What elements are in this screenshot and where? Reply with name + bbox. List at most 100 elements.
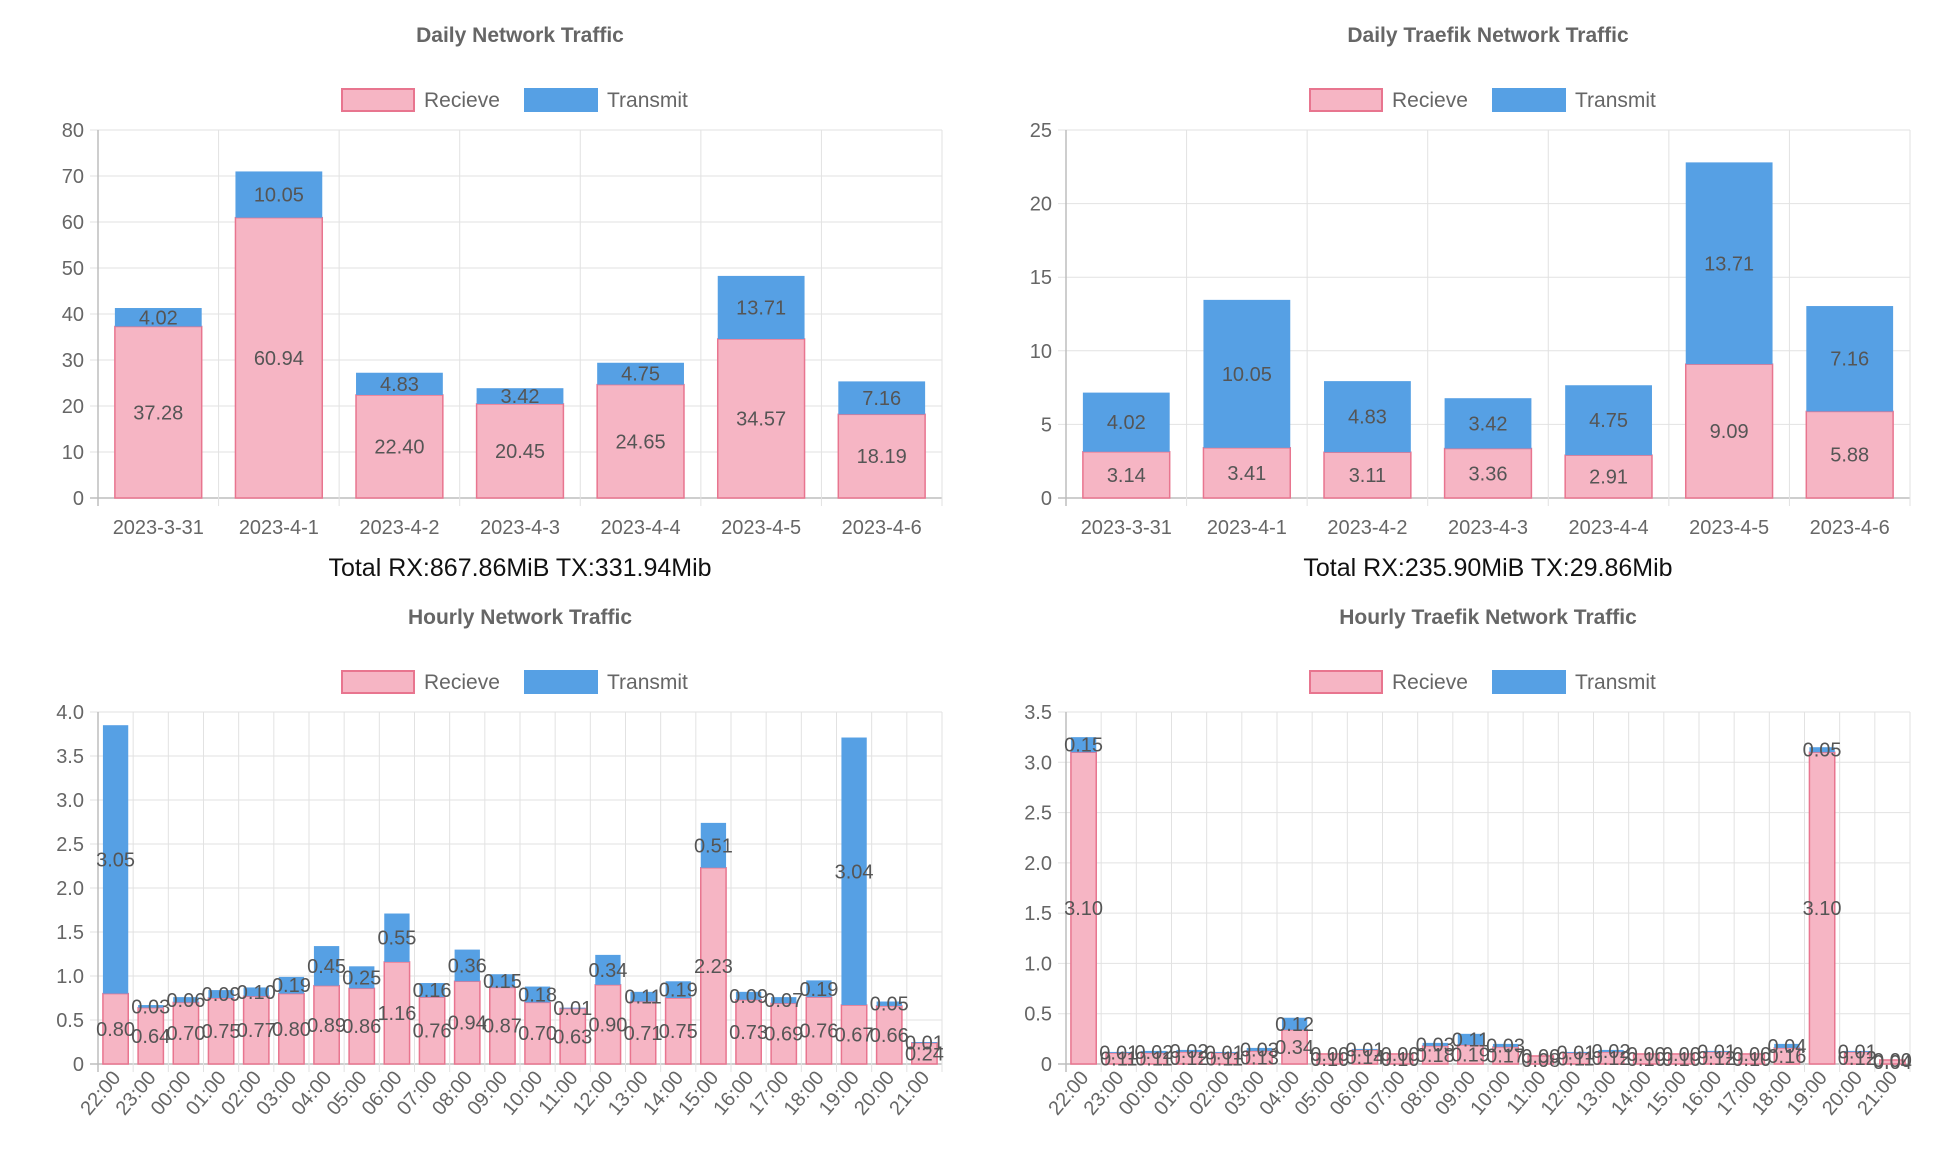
- bar-transmit[interactable]: [806, 980, 832, 998]
- bar-transmit[interactable]: [419, 983, 445, 998]
- bar-transmit[interactable]: [1444, 398, 1532, 449]
- bar-receive[interactable]: [664, 997, 692, 1065]
- bar-transmit[interactable]: [1598, 1049, 1624, 1052]
- bar-receive[interactable]: [735, 999, 762, 1065]
- bar-transmit[interactable]: [114, 308, 202, 327]
- bar-group[interactable]: 0.100.00: [1381, 1044, 1420, 1071]
- bar-group[interactable]: 20.45 3.42: [475, 386, 565, 499]
- bar-group[interactable]: 0.110.01: [1556, 1042, 1595, 1070]
- bar-transmit[interactable]: [1070, 737, 1097, 753]
- bar-transmit[interactable]: [1352, 1048, 1378, 1050]
- bar-transmit[interactable]: [595, 954, 621, 985]
- bar-receive[interactable]: [313, 984, 340, 1065]
- bar-receive[interactable]: [840, 1004, 868, 1065]
- bar-group[interactable]: 0.64 0.03: [131, 996, 170, 1065]
- bar-transmit[interactable]: [1246, 1047, 1273, 1051]
- bar-transmit[interactable]: [560, 1007, 586, 1009]
- bar-receive[interactable]: [805, 996, 833, 1065]
- bar-group[interactable]: 0.240.01: [905, 1032, 944, 1065]
- bar-transmit[interactable]: [1809, 747, 1835, 753]
- bar-receive[interactable]: [559, 1007, 587, 1065]
- bar-transmit[interactable]: [1422, 1042, 1448, 1046]
- bar-group[interactable]: 0.100.00: [1627, 1044, 1666, 1071]
- bar-receive[interactable]: [1281, 1029, 1308, 1065]
- legend-item-receive[interactable]: Recieve: [341, 88, 500, 112]
- bar-group[interactable]: 0.87 0.15: [483, 971, 522, 1065]
- bar-group[interactable]: 0.040.00: [1873, 1050, 1912, 1074]
- legend-item-transmit[interactable]: Transmit: [1492, 88, 1656, 112]
- bar-receive[interactable]: [234, 216, 324, 499]
- bar-receive[interactable]: [1082, 451, 1171, 499]
- bar-receive[interactable]: [1805, 410, 1894, 499]
- bar-group[interactable]: 18.19 7.16: [837, 381, 926, 499]
- bar-transmit[interactable]: [313, 946, 340, 986]
- bar-transmit[interactable]: [1703, 1050, 1730, 1052]
- bar-transmit[interactable]: [1492, 1043, 1519, 1047]
- bar-transmit[interactable]: [138, 1005, 164, 1008]
- bar-group[interactable]: 0.80 3.05: [96, 725, 135, 1065]
- bar-group[interactable]: 0.110.01: [1205, 1042, 1244, 1070]
- bar-group[interactable]: 0.71 0.11: [624, 987, 663, 1065]
- bar-transmit[interactable]: [597, 362, 684, 385]
- bar-receive[interactable]: [207, 997, 235, 1065]
- bar-receive[interactable]: [524, 1001, 551, 1065]
- bar-group[interactable]: 0.180.03: [1416, 1034, 1455, 1067]
- bar-transmit[interactable]: [1203, 299, 1291, 448]
- bar-transmit[interactable]: [173, 997, 199, 1003]
- bar-receive[interactable]: [114, 325, 203, 499]
- bar-group[interactable]: 0.76 0.16: [413, 980, 452, 1065]
- bar-group[interactable]: 0.100.00: [1662, 1044, 1701, 1071]
- bar-group[interactable]: 0.67 3.04: [835, 737, 874, 1065]
- bar-group[interactable]: 3.36 3.42: [1443, 398, 1533, 499]
- bar-group[interactable]: 60.94 10.05: [234, 171, 324, 499]
- bar-group[interactable]: 0.110.02: [1134, 1042, 1173, 1071]
- bar-group[interactable]: 0.66 0.05: [870, 994, 909, 1065]
- bar-group[interactable]: 0.89 0.45: [307, 946, 346, 1065]
- bar-transmit[interactable]: [524, 986, 551, 1003]
- bar-transmit[interactable]: [278, 976, 305, 994]
- bar-transmit[interactable]: [1082, 392, 1170, 452]
- bar-receive[interactable]: [1684, 363, 1774, 499]
- bar-receive[interactable]: [1632, 1053, 1660, 1065]
- bar-group[interactable]: 0.69 0.07: [764, 990, 803, 1065]
- bar-transmit[interactable]: [1106, 1051, 1132, 1053]
- bar-receive[interactable]: [770, 1002, 798, 1065]
- bar-group[interactable]: 5.88 7.16: [1805, 306, 1894, 499]
- bar-receive[interactable]: [348, 987, 376, 1065]
- legend-item-receive[interactable]: Recieve: [341, 670, 500, 694]
- bar-transmit[interactable]: [243, 987, 269, 997]
- bar-group[interactable]: 37.28 4.02: [114, 307, 203, 499]
- bar-transmit[interactable]: [1844, 1050, 1870, 1052]
- bar-group[interactable]: 2.91 4.75: [1564, 385, 1653, 499]
- bar-transmit[interactable]: [1563, 1051, 1589, 1053]
- bar-group[interactable]: 0.160.04: [1767, 1036, 1806, 1068]
- bar-transmit[interactable]: [454, 949, 480, 982]
- bar-receive[interactable]: [1738, 1053, 1766, 1065]
- bar-group[interactable]: 0.80 0.19: [272, 975, 311, 1065]
- bar-transmit[interactable]: [102, 725, 129, 994]
- bar-receive[interactable]: [629, 1000, 657, 1065]
- legend-item-receive[interactable]: Recieve: [1309, 670, 1468, 694]
- bar-group[interactable]: 1.16 0.55: [377, 913, 416, 1065]
- bar-transmit[interactable]: [1565, 385, 1652, 456]
- bar-group[interactable]: 24.65 4.75: [596, 362, 685, 499]
- bar-group[interactable]: 0.90 0.34: [588, 954, 627, 1065]
- bar-receive[interactable]: [1879, 1059, 1906, 1065]
- bar-group[interactable]: 3.10 0.05: [1803, 740, 1842, 1065]
- bar-group[interactable]: 3.10 0.15: [1064, 735, 1103, 1065]
- bar-group[interactable]: 0.170.03: [1486, 1035, 1525, 1067]
- bar-receive[interactable]: [1202, 447, 1292, 499]
- bar-group[interactable]: 0.76 0.19: [799, 979, 838, 1065]
- bar-group[interactable]: 0.70 0.18: [518, 984, 557, 1065]
- bar-transmit[interactable]: [771, 997, 797, 1004]
- bar-group[interactable]: 0.080.00: [1521, 1046, 1560, 1072]
- bar-transmit[interactable]: [356, 372, 443, 395]
- bar-group[interactable]: 0.86 0.25: [342, 966, 381, 1065]
- bar-transmit[interactable]: [476, 388, 564, 404]
- bar-receive[interactable]: [355, 394, 444, 499]
- bar-group[interactable]: 34.57 13.71: [716, 275, 806, 499]
- bar-group[interactable]: 0.190.11: [1451, 1029, 1490, 1066]
- bar-receive[interactable]: [1386, 1053, 1414, 1065]
- bar-group[interactable]: 0.73 0.09: [729, 986, 768, 1065]
- legend-item-transmit[interactable]: Transmit: [1492, 670, 1656, 694]
